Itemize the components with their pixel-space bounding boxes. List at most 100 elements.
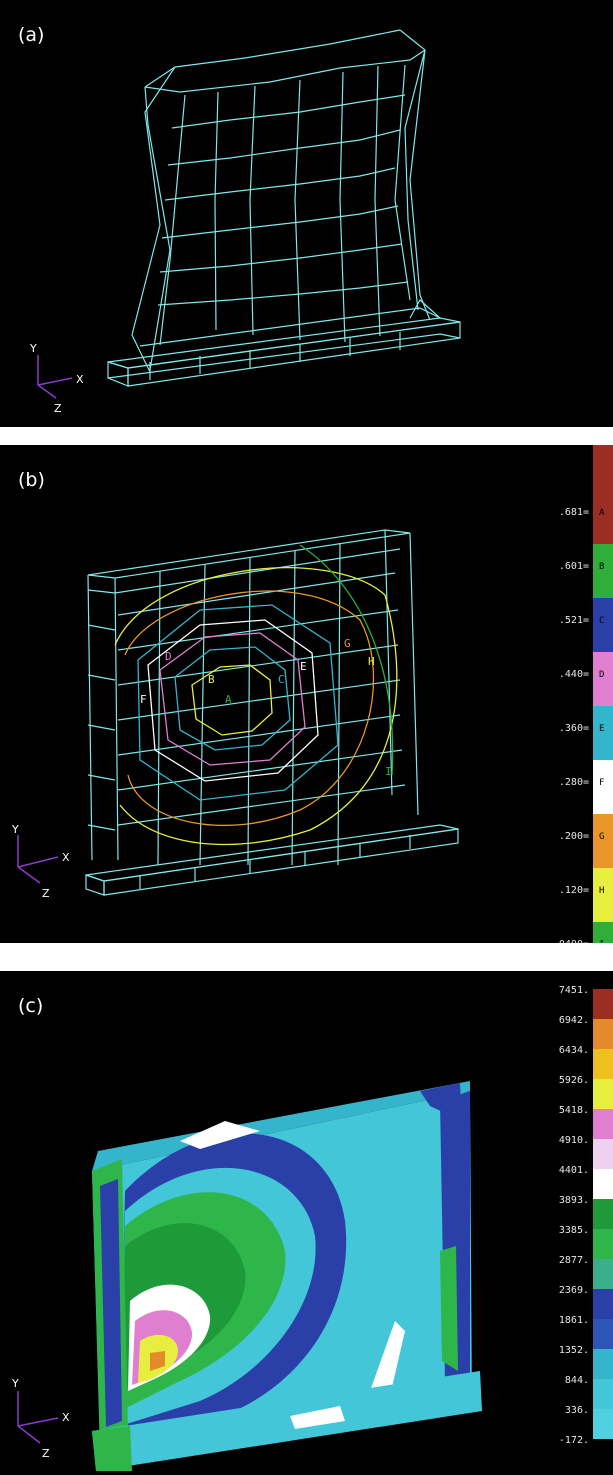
right-edge-green xyxy=(440,1246,458,1371)
wall-wireframe xyxy=(85,529,459,896)
contour-e xyxy=(147,619,319,782)
contour-label-g: G xyxy=(344,637,351,650)
legend-b-value: .280= xyxy=(559,777,589,788)
legend-b-value: .120= xyxy=(559,885,589,896)
legend-c-value: 5418. xyxy=(559,1105,589,1116)
x-axis-line xyxy=(37,377,73,386)
y-axis-label: Y xyxy=(11,1377,19,1390)
legend-b-code: F xyxy=(599,778,604,788)
panel-a-mesh-figure: Y X Z xyxy=(29,29,461,415)
legend-b: .681= A .601= B .521= C .440= D .360= E .280= F .200… xyxy=(553,445,613,943)
patch-white-base xyxy=(290,1406,345,1429)
legend-c-value: 1861. xyxy=(559,1315,589,1326)
legend-c-swatch xyxy=(593,1079,613,1109)
legend-c-value: 1352. xyxy=(559,1345,589,1356)
legend-c-swatch xyxy=(593,1139,613,1169)
x-axis-line xyxy=(17,1417,59,1427)
legend-c-swatch xyxy=(593,989,613,1019)
patch-white-lower-right xyxy=(370,1321,405,1396)
legend-c: 7451. 6942. 6434. 5926. 5418. 4910. 4401. 3893.… xyxy=(559,985,613,1446)
panel-b-figure: A B C D E F G H I Y X Z .681= A .601= B .521… xyxy=(11,445,613,943)
z-axis-label: Z xyxy=(54,402,62,415)
contour-label-d: D xyxy=(165,650,172,663)
legend-b-code: C xyxy=(599,616,604,626)
contour-g xyxy=(124,590,375,827)
base-left-green xyxy=(92,1426,132,1471)
z-axis-label: Z xyxy=(42,1447,50,1460)
z-axis-line xyxy=(17,1425,41,1444)
axis-triad: Y X Z xyxy=(11,1377,70,1460)
axis-triad: Y X Z xyxy=(29,342,84,415)
legend-c-swatch xyxy=(593,1229,613,1259)
legend-c-value: 7451. xyxy=(559,985,589,996)
contour-label-f: F xyxy=(140,693,147,706)
legend-c-swatch xyxy=(593,1379,613,1409)
legend-c-value: 2369. xyxy=(559,1285,589,1296)
legend-b-swatch xyxy=(593,868,613,922)
legend-c-value: 3893. xyxy=(559,1195,589,1206)
contour-label-b: B xyxy=(208,673,215,686)
contour-lines xyxy=(114,544,398,846)
legend-b-swatch xyxy=(593,598,613,652)
x-axis-label: X xyxy=(62,1411,70,1424)
legend-b-swatch xyxy=(593,922,613,943)
legend-c-value: 3385. xyxy=(559,1225,589,1236)
patch-white-top xyxy=(180,1121,260,1149)
legend-b-cap xyxy=(593,445,613,490)
contour-h xyxy=(114,567,398,846)
legend-c-swatch xyxy=(593,1049,613,1079)
y-axis-label: Y xyxy=(11,823,19,836)
band-orange xyxy=(150,1351,165,1371)
base-flange xyxy=(92,1371,482,1471)
panel-b-label: (b) xyxy=(18,469,45,491)
x-axis-label: X xyxy=(76,373,84,386)
legend-c-swatch xyxy=(593,1349,613,1379)
legend-b-swatch xyxy=(593,706,613,760)
z-axis-label: Z xyxy=(42,887,50,900)
z-axis-line xyxy=(17,866,41,884)
legend-b-value: .440= xyxy=(559,669,589,680)
legend-b-swatch xyxy=(593,544,613,598)
x-axis-line xyxy=(17,856,59,868)
legend-b-value: .521= xyxy=(559,615,589,626)
legend-b-value: .0400= xyxy=(553,939,589,943)
legend-b-swatch xyxy=(593,490,613,544)
contour-label-c: C xyxy=(278,673,285,686)
legend-b-swatch xyxy=(593,652,613,706)
legend-c-swatch xyxy=(593,1319,613,1349)
contour-labels: A B C D E F G H I xyxy=(140,637,392,778)
legend-b-value: .360= xyxy=(559,723,589,734)
legend-b-code: B xyxy=(599,562,604,572)
legend-b-value: .200= xyxy=(559,831,589,842)
contour-f xyxy=(137,604,339,801)
legend-c-swatch xyxy=(593,1109,613,1139)
legend-c-value: 5926. xyxy=(559,1075,589,1086)
legend-c-swatch xyxy=(593,1169,613,1199)
legend-c-value: 6434. xyxy=(559,1045,589,1056)
legend-c-value: -172. xyxy=(559,1435,589,1446)
panel-c-figure: Y X Z 7451. 6942. 6434. 5926. 5418. 4910. 4401… xyxy=(11,985,613,1471)
legend-b-swatch xyxy=(593,760,613,814)
legend-b-code: H xyxy=(599,886,604,896)
legend-c-swatch xyxy=(593,1259,613,1289)
legend-c-value: 844. xyxy=(565,1375,589,1386)
legend-b-code: E xyxy=(599,724,604,734)
legend-b-swatch xyxy=(593,814,613,868)
x-axis-label: X xyxy=(62,851,70,864)
legend-b-value: .601= xyxy=(559,561,589,572)
legend-c-value: 4401. xyxy=(559,1165,589,1176)
wall-wireframe xyxy=(107,29,461,387)
legend-c-value: 2877. xyxy=(559,1255,589,1266)
panel-b-contour-plot: (b) xyxy=(0,445,613,943)
legend-c-swatch xyxy=(593,1199,613,1229)
panel-a-label: (a) xyxy=(18,24,45,46)
y-axis-label: Y xyxy=(29,342,37,355)
contour-d xyxy=(159,632,306,766)
axis-triad: Y X Z xyxy=(11,823,70,900)
contour-label-e: E xyxy=(300,660,307,673)
contour-label-h: H xyxy=(368,655,375,668)
legend-b-code: D xyxy=(599,670,604,680)
legend-c-value: 6942. xyxy=(559,1015,589,1026)
left-edge-blue xyxy=(100,1179,122,1427)
contour-label-i: I xyxy=(385,765,392,778)
